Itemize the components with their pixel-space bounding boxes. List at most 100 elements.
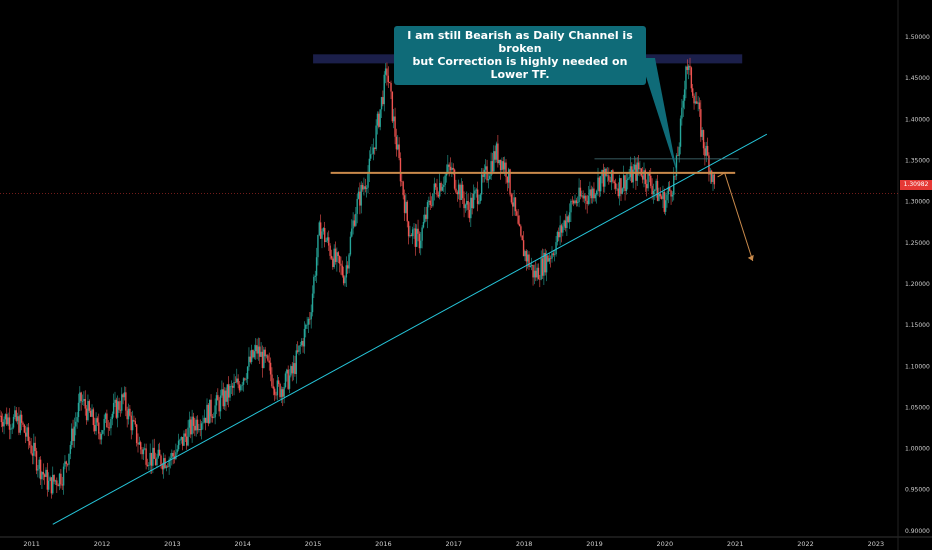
- candle-body: [686, 66, 688, 71]
- candle-body: [567, 216, 569, 222]
- candle-body: [476, 189, 479, 204]
- candle-body: [439, 183, 441, 197]
- forecast-arrow: [717, 172, 754, 262]
- candle-body: [140, 442, 142, 450]
- candle-body: [204, 417, 207, 423]
- candle-body: [14, 410, 16, 417]
- candle-body: [610, 170, 613, 183]
- candle-body: [425, 214, 427, 219]
- candle-body: [348, 254, 350, 269]
- candle-body: [244, 378, 246, 380]
- candle-body: [698, 102, 701, 110]
- candle-body: [65, 461, 67, 464]
- candle-body: [574, 200, 576, 204]
- candle-body: [678, 146, 680, 156]
- candle-body: [701, 130, 703, 137]
- candle-body: [440, 183, 442, 191]
- candle-body: [347, 265, 349, 269]
- candle-body: [624, 175, 626, 192]
- candle-body: [554, 254, 556, 255]
- candle-body: [363, 186, 365, 190]
- candle-body: [510, 194, 513, 203]
- candle-body: [287, 369, 289, 389]
- candle-body: [238, 384, 241, 391]
- candle-body: [405, 201, 407, 213]
- candle-body: [6, 414, 8, 425]
- candle-body: [364, 186, 366, 189]
- candle-body: [295, 350, 297, 375]
- candle-body: [697, 102, 699, 104]
- candle-body: [549, 258, 552, 259]
- candle-body: [229, 385, 231, 398]
- candle-body: [474, 190, 476, 194]
- candle-body: [351, 228, 353, 237]
- candle-body: [572, 200, 575, 204]
- candle-body: [206, 404, 208, 423]
- candle-body: [694, 101, 697, 104]
- candle-body: [108, 427, 111, 429]
- candle-body: [315, 257, 318, 276]
- candle-body: [168, 459, 170, 467]
- candle-body: [468, 209, 471, 219]
- candle-body: [50, 477, 53, 494]
- candle-body: [541, 258, 544, 276]
- candle-body: [614, 183, 617, 189]
- candle-body: [146, 464, 149, 466]
- candle-body: [260, 351, 262, 357]
- candle-body: [160, 455, 162, 466]
- candle-body: [371, 153, 373, 155]
- candle-body: [85, 408, 88, 421]
- candle-body: [713, 174, 716, 185]
- candle-body: [245, 378, 247, 380]
- candle-body: [210, 399, 212, 417]
- candle-body: [222, 389, 224, 407]
- candle-body: [62, 466, 65, 486]
- candle-body: [333, 248, 335, 268]
- candle-body: [556, 231, 559, 243]
- candle-body: [76, 417, 78, 422]
- candle-body: [12, 416, 15, 428]
- candle-body: [426, 202, 429, 219]
- candle-body: [365, 187, 368, 189]
- candle-body: [57, 485, 59, 487]
- candle-body: [83, 398, 85, 401]
- candle-body: [234, 382, 237, 383]
- y-tick-label: 1.40000: [905, 116, 930, 123]
- candle-body: [662, 191, 664, 199]
- candle-body: [183, 433, 185, 446]
- candle-body: [568, 212, 571, 222]
- candle-body: [598, 177, 601, 192]
- candle-body: [340, 263, 342, 266]
- candle-body: [225, 390, 227, 402]
- candle-body: [489, 175, 491, 179]
- candle-body: [306, 324, 308, 326]
- candle-body: [490, 161, 492, 176]
- candle-body: [317, 234, 319, 258]
- candle-body: [252, 349, 254, 358]
- candle-body: [38, 459, 40, 469]
- candle-body: [332, 258, 334, 268]
- candle-body: [682, 100, 684, 108]
- candle-body: [629, 166, 632, 178]
- candle-body: [344, 277, 346, 284]
- y-tick-label: 1.15000: [905, 322, 930, 329]
- candle-body: [692, 88, 694, 96]
- candle-body: [273, 388, 276, 395]
- candle-body: [520, 226, 522, 236]
- candle-body: [706, 145, 709, 156]
- candle-body: [10, 428, 12, 430]
- candle-body: [502, 161, 504, 170]
- candle-body: [493, 151, 495, 172]
- candle-body: [135, 424, 138, 444]
- candle-body: [248, 356, 250, 367]
- candle-body: [73, 426, 76, 441]
- candle-body: [628, 177, 630, 179]
- candle-body: [526, 254, 529, 262]
- candle-body: [37, 468, 39, 471]
- y-tick-label: 1.25000: [905, 240, 930, 247]
- candle-body: [342, 275, 345, 284]
- candle-body: [217, 395, 219, 401]
- analysis-callout: I am still Bearish as Daily Channel is b…: [394, 26, 646, 85]
- x-tick-label: 2023: [868, 540, 885, 548]
